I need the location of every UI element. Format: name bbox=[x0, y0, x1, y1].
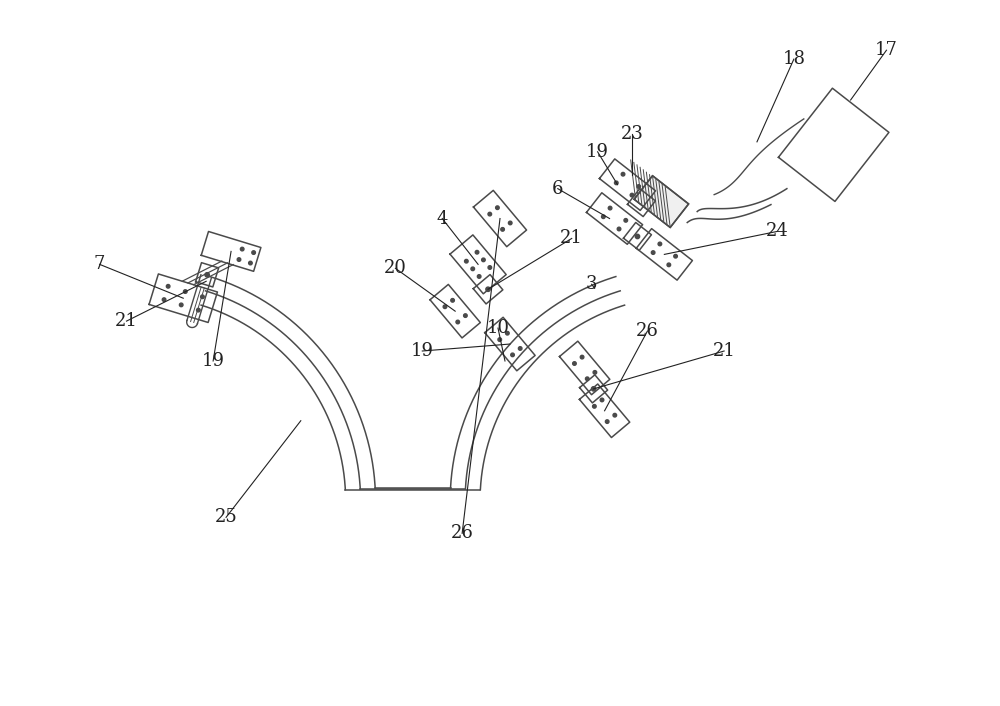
Circle shape bbox=[201, 295, 204, 299]
Circle shape bbox=[477, 275, 481, 278]
Circle shape bbox=[471, 267, 475, 270]
Circle shape bbox=[488, 213, 492, 216]
Circle shape bbox=[249, 261, 252, 265]
Circle shape bbox=[593, 371, 597, 374]
Text: 18: 18 bbox=[782, 50, 805, 68]
Circle shape bbox=[605, 420, 609, 424]
Circle shape bbox=[496, 206, 499, 210]
Circle shape bbox=[580, 355, 584, 359]
Circle shape bbox=[486, 287, 490, 292]
Text: 4: 4 bbox=[437, 210, 448, 227]
Text: 24: 24 bbox=[766, 222, 788, 241]
Circle shape bbox=[464, 313, 467, 318]
Circle shape bbox=[658, 242, 662, 246]
Text: 19: 19 bbox=[411, 342, 434, 360]
Circle shape bbox=[630, 193, 634, 197]
Circle shape bbox=[506, 331, 509, 335]
Text: 26: 26 bbox=[451, 525, 474, 542]
Circle shape bbox=[205, 273, 209, 277]
Text: 3: 3 bbox=[586, 275, 597, 293]
Circle shape bbox=[508, 221, 512, 225]
Circle shape bbox=[585, 377, 589, 381]
Circle shape bbox=[621, 172, 625, 176]
Circle shape bbox=[240, 247, 244, 251]
Circle shape bbox=[475, 251, 479, 254]
Text: 21: 21 bbox=[115, 312, 138, 330]
Circle shape bbox=[614, 181, 618, 185]
Circle shape bbox=[179, 303, 183, 306]
Text: 10: 10 bbox=[487, 319, 510, 337]
Circle shape bbox=[600, 398, 604, 402]
Circle shape bbox=[465, 259, 468, 263]
Circle shape bbox=[518, 347, 522, 350]
Text: 19: 19 bbox=[586, 143, 609, 161]
Circle shape bbox=[602, 215, 605, 219]
Circle shape bbox=[591, 387, 596, 391]
Text: 26: 26 bbox=[636, 322, 659, 340]
Circle shape bbox=[674, 254, 677, 258]
Circle shape bbox=[451, 299, 454, 302]
Circle shape bbox=[593, 405, 596, 408]
Text: 20: 20 bbox=[384, 259, 407, 277]
Circle shape bbox=[617, 227, 621, 231]
Circle shape bbox=[488, 265, 492, 269]
Circle shape bbox=[482, 258, 485, 262]
Circle shape bbox=[252, 251, 255, 254]
Text: 6: 6 bbox=[552, 179, 564, 198]
Circle shape bbox=[637, 185, 641, 189]
Text: 7: 7 bbox=[94, 256, 105, 273]
Circle shape bbox=[511, 353, 514, 357]
Text: 17: 17 bbox=[875, 41, 898, 59]
Text: 21: 21 bbox=[713, 342, 736, 360]
Text: 23: 23 bbox=[621, 125, 644, 143]
Circle shape bbox=[197, 309, 200, 312]
Circle shape bbox=[166, 285, 170, 288]
Circle shape bbox=[573, 361, 576, 365]
Circle shape bbox=[443, 305, 447, 309]
Circle shape bbox=[667, 263, 671, 267]
Circle shape bbox=[183, 289, 187, 293]
Circle shape bbox=[651, 251, 655, 254]
Circle shape bbox=[608, 206, 612, 210]
Text: 21: 21 bbox=[560, 229, 583, 247]
Polygon shape bbox=[634, 176, 689, 227]
Circle shape bbox=[498, 337, 502, 342]
Circle shape bbox=[501, 227, 504, 231]
Circle shape bbox=[635, 234, 640, 239]
Text: 25: 25 bbox=[215, 508, 237, 527]
Circle shape bbox=[162, 298, 166, 301]
Text: 19: 19 bbox=[202, 352, 225, 370]
Circle shape bbox=[613, 414, 617, 417]
Circle shape bbox=[624, 219, 628, 222]
Circle shape bbox=[237, 258, 241, 261]
Circle shape bbox=[456, 321, 460, 324]
